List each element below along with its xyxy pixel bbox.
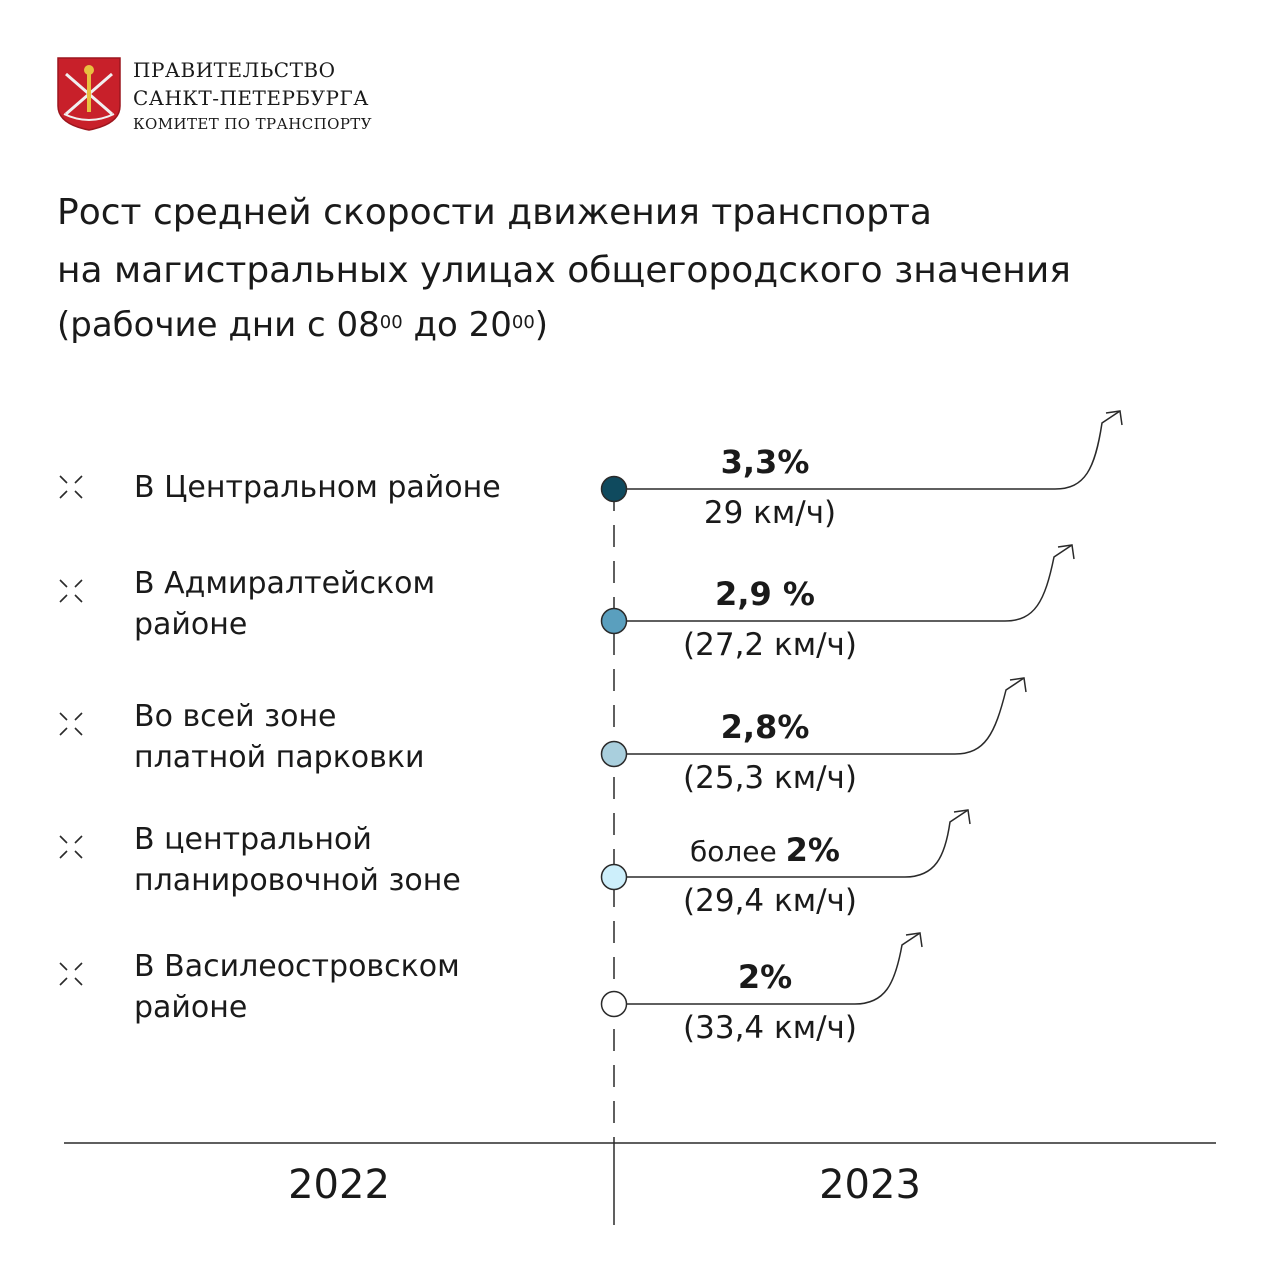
chart-title: Рост средней скорости движения транспорт…: [57, 184, 1071, 300]
growth-percent-label: более 2%: [615, 831, 915, 869]
growth-line: [614, 809, 969, 878]
growth-value: 2,8%: [720, 708, 810, 746]
row-marker: [600, 740, 628, 768]
bullet-cross-icon: [59, 475, 83, 499]
bullet-cross-icon: [59, 835, 83, 859]
row-label: Во всей зоне платной парковки: [134, 696, 564, 778]
arrow-head-icon: [905, 932, 923, 948]
row-label: В Василеостровском районе: [134, 946, 564, 1028]
growth-line: [614, 544, 1073, 622]
speed-label: 29 км/ч): [703, 495, 837, 531]
year-label-2023: 2023: [819, 1162, 921, 1208]
growth-percent-label: 3,3%: [615, 443, 915, 481]
chart-subtitle: (рабочие дни с 0800 до 2000): [57, 302, 548, 348]
speed-label: (27,2 км/ч): [683, 627, 857, 663]
bullet-cross-icon: [59, 962, 83, 986]
growth-value: 2,9 %: [715, 575, 815, 613]
growth-percent-label: 2%: [615, 958, 915, 996]
org-line-1: ПРАВИТЕЛЬСТВО: [133, 58, 336, 82]
org-line-2: САНКТ-ПЕТЕРБУРГА: [133, 86, 369, 110]
org-line-3: КОМИТЕТ ПО ТРАНСПОРТУ: [133, 115, 372, 133]
arrow-head-icon: [1057, 544, 1075, 560]
growth-line: [614, 677, 1025, 755]
subtitle-sup-2: 00: [511, 312, 535, 333]
coat-of-arms-logo: [57, 57, 121, 131]
row-label: В центральной планировочной зоне: [134, 819, 564, 901]
growth-value: 2%: [737, 958, 793, 996]
row-marker: [600, 607, 628, 635]
row-marker: [600, 863, 628, 891]
row-label-line-1: В Василеостровском: [134, 949, 460, 984]
row-label-line-1: В Адмиралтейском: [134, 566, 436, 601]
bullet-cross-icon: [59, 579, 83, 603]
arrow-head-icon: [1105, 410, 1123, 426]
row-label-line-1: В центральной: [134, 822, 372, 857]
growth-percent-label: 2,8%: [615, 708, 915, 746]
growth-prefix: более: [690, 835, 786, 868]
row-label: В Адмиралтейском районе: [134, 563, 564, 645]
row-marker: [600, 475, 628, 503]
growth-line: [614, 932, 921, 1005]
row-label: В Центральном районе: [134, 467, 564, 508]
organization-name: ПРАВИТЕЛЬСТВО САНКТ-ПЕТЕРБУРГА КОМИТЕТ П…: [133, 56, 372, 136]
row-label-line-2: планировочной зоне: [134, 863, 461, 898]
growth-percent-label: 2,9 %: [615, 575, 915, 613]
subtitle-post: ): [534, 305, 549, 345]
growth-value: 3,3%: [720, 443, 810, 481]
row-label-line-2: районе: [134, 990, 248, 1025]
title-line-1: Рост средней скорости движения транспорт…: [57, 192, 932, 233]
row-marker: [600, 990, 628, 1018]
speed-label: (33,4 км/ч): [683, 1010, 857, 1046]
row-label-line-2: платной парковки: [134, 740, 425, 775]
row-label-line-2: районе: [134, 607, 248, 642]
speed-label: (29,4 км/ч): [683, 883, 857, 919]
subtitle-mid: до 20: [402, 305, 512, 345]
arrow-head-icon: [953, 809, 971, 825]
subtitle-pre: (рабочие дни с 08: [57, 305, 380, 345]
year-label-2022: 2022: [288, 1162, 390, 1208]
subtitle-sup-1: 00: [379, 312, 403, 333]
growth-line: [614, 410, 1121, 490]
arrow-head-icon: [1009, 677, 1027, 693]
speed-label: (25,3 км/ч): [683, 760, 857, 796]
bullet-cross-icon: [59, 712, 83, 736]
row-label-line-1: Во всей зоне: [134, 699, 337, 734]
title-line-2: на магистральных улицах общегородского з…: [57, 250, 1071, 291]
growth-value: 2%: [785, 831, 840, 869]
row-label-line-1: В Центральном районе: [134, 470, 501, 505]
